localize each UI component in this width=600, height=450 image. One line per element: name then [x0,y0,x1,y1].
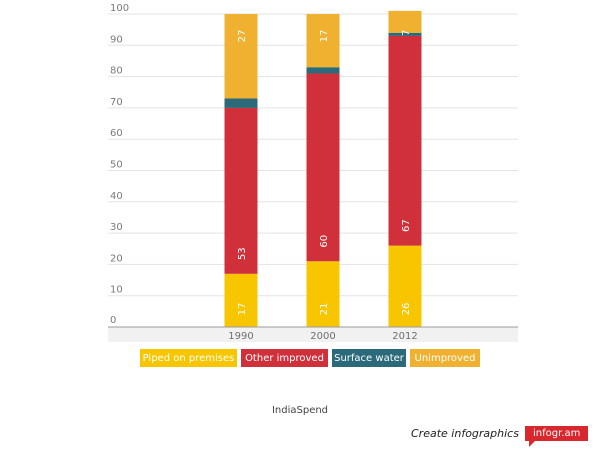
data-label: 17 [319,30,330,43]
x-axis: 1990 2000 2012 [108,326,518,342]
data-label: 60 [319,235,330,248]
x-tick-label: 2012 [392,331,417,342]
bar-segment [388,245,422,327]
data-label: 21 [319,303,330,316]
credit[interactable]: Create infographics infogr.am [411,426,589,447]
bar-segment [306,14,340,68]
bars: 17 53 27 21 60 17 26 67 7 [224,10,422,327]
bar-segment [306,67,340,74]
source-label: IndiaSpend [271,405,329,416]
y-tick-label: 90 [110,34,123,45]
bar-segment [224,14,258,99]
y-tick-label: 100 [110,3,129,14]
bar-segment [224,273,258,327]
data-label: 26 [401,303,412,316]
y-tick-label: 50 [110,160,123,171]
stacked-bar-chart: 0 10 20 30 40 50 60 70 80 90 100 17 53 27 21 60 17 26 67 7… [108,3,518,342]
legend-item[interactable]: Other improved [241,349,328,367]
y-tick-label: 80 [110,66,123,77]
y-tick-label: 60 [110,128,123,139]
y-tick-label: 70 [110,97,123,108]
y-tick-label: 0 [110,315,116,326]
bar-segment [224,107,258,274]
x-tick-label: 2000 [310,331,335,342]
data-label: 27 [237,30,248,43]
bar-segment [388,32,422,36]
bar-segment [306,261,340,327]
data-label: 17 [237,303,248,316]
legend-item[interactable]: Unimproved [410,349,480,367]
x-axis-band [108,327,518,342]
y-tick-label: 30 [110,222,123,233]
y-tick-label: 10 [110,285,123,296]
x-tick-label: 1990 [228,331,253,342]
y-tick-label: 40 [110,191,123,202]
legend-item[interactable]: Piped on premises [140,349,237,367]
bar-segment [224,98,258,108]
data-label: 67 [401,219,412,232]
y-tick-label: 20 [110,253,123,264]
y-axis: 0 10 20 30 40 50 60 70 80 90 100 [110,3,129,326]
data-label: 7 [401,30,412,36]
legend: Piped on premises Other improved Surface w… [140,349,484,367]
brand-logo[interactable]: infogr.am [524,426,589,447]
legend-item[interactable]: Surface water [332,349,406,367]
bar-segment [306,73,340,262]
data-label: 53 [237,247,248,260]
credit-text[interactable]: Create infographics [411,427,519,440]
bar-segment [388,35,422,246]
bar-segment [388,10,422,33]
